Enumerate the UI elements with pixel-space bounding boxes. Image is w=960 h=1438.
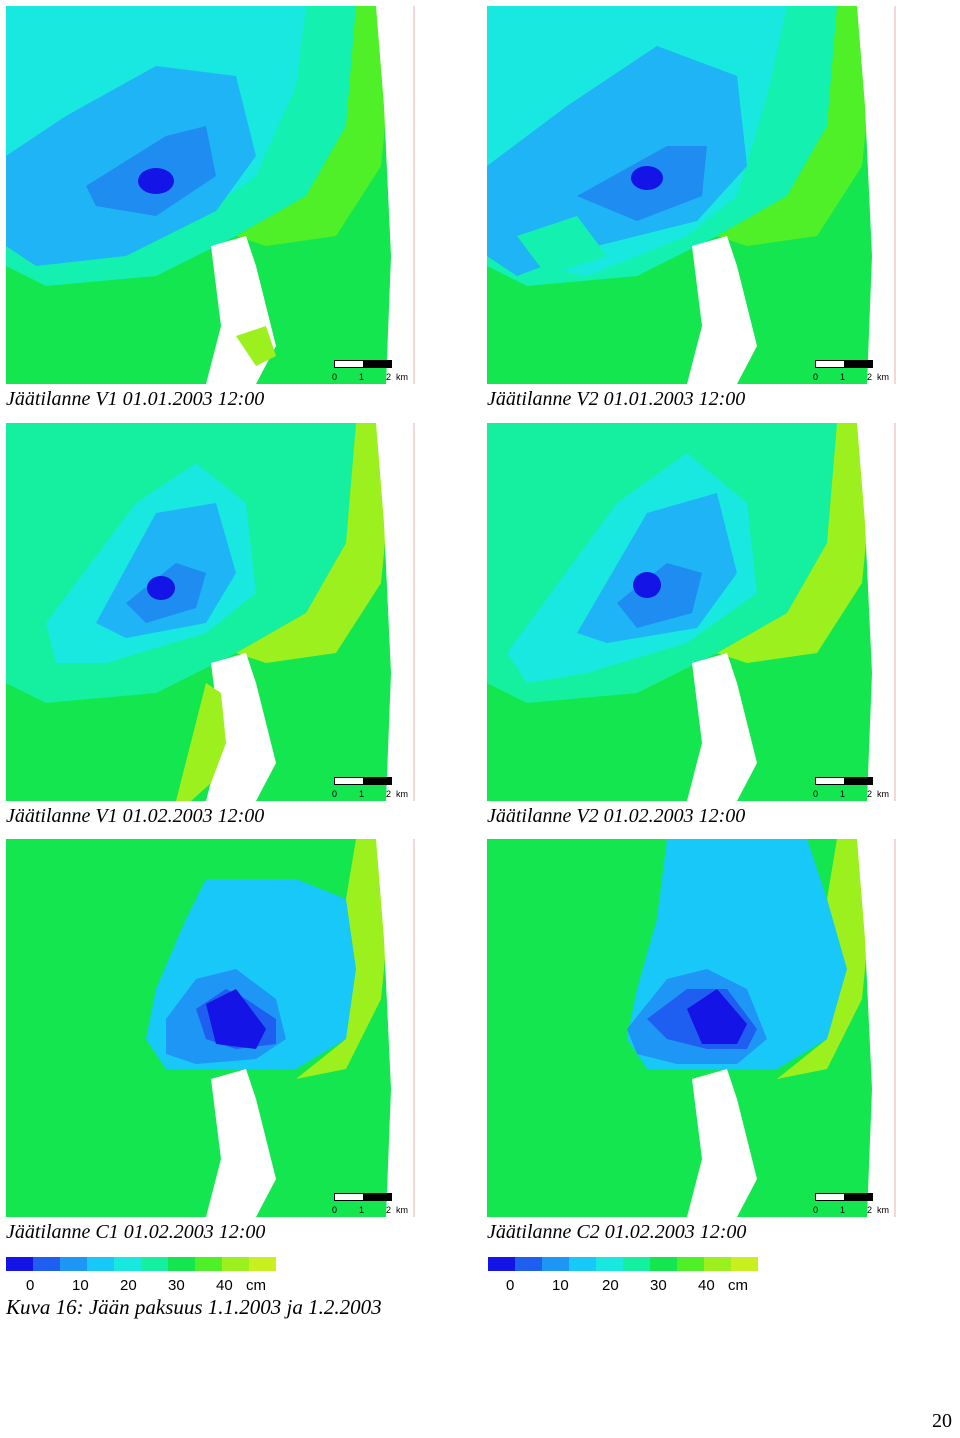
scale-tick: 1: [359, 789, 365, 799]
legend-swatch: [141, 1257, 168, 1271]
scale-bar-graphic: [334, 1193, 392, 1201]
scale-unit: km: [396, 789, 408, 799]
scale-tick: 1: [359, 1205, 365, 1215]
legend-label: 30: [650, 1277, 667, 1294]
legend-swatch: [60, 1257, 87, 1271]
scale-tick: 2: [386, 1205, 392, 1215]
scale-unit: km: [877, 372, 889, 382]
scale-tick: 1: [840, 372, 846, 382]
figure-caption: Kuva 16: Jään paksuus 1.1.2003 ja 1.2.20…: [6, 1295, 382, 1319]
legend-swatches: [488, 1257, 758, 1271]
legend-swatch: [677, 1257, 704, 1271]
scale-tick: 1: [840, 789, 846, 799]
scale-tick: 0: [813, 372, 819, 382]
map-caption: Jäätilanne V2 01.02.2003 12:00: [487, 805, 746, 827]
legend-swatch: [6, 1257, 33, 1271]
legend-swatch: [249, 1257, 276, 1271]
ice-thickness-map: [6, 6, 416, 384]
scale-unit: km: [396, 372, 408, 382]
map-caption: Jäätilanne C2 01.02.2003 12:00: [487, 1221, 747, 1243]
map-caption: Jäätilanne V1 01.01.2003 12:00: [6, 388, 265, 410]
legend-swatch: [650, 1257, 677, 1271]
map-panel-v1-jan: 0 1 2 km Jäätilanne V1 01.01.2003 12:00: [6, 6, 426, 410]
map-panel-c2-feb: 0 1 2 km Jäätilanne C2 01.02.2003 12:00: [487, 839, 907, 1243]
legend-swatch: [623, 1257, 650, 1271]
scale-unit: km: [877, 1205, 889, 1215]
scale-tick: 2: [867, 372, 873, 382]
scale-tick: 0: [813, 1205, 819, 1215]
scale-unit: km: [877, 789, 889, 799]
scale-bar: 0 1 2 km: [813, 360, 903, 384]
map-panel-c1-feb: 0 1 2 km Jäätilanne C1 01.02.2003 12:00: [6, 839, 426, 1243]
legend-label: 10: [552, 1277, 569, 1294]
legend-swatch: [222, 1257, 249, 1271]
color-legend-left: 0 10 20 30 40 cm: [6, 1257, 286, 1301]
scale-tick: 0: [332, 1205, 338, 1215]
legend-swatch: [515, 1257, 542, 1271]
legend-swatch: [569, 1257, 596, 1271]
legend-swatch: [168, 1257, 195, 1271]
legend-swatch: [704, 1257, 731, 1271]
ice-thickness-map: [487, 423, 897, 801]
page-number: 20: [932, 1410, 952, 1432]
scale-bar-graphic: [815, 360, 873, 368]
scale-bar-graphic: [334, 360, 392, 368]
scale-tick: 1: [359, 372, 365, 382]
scale-unit: km: [396, 1205, 408, 1215]
legend-label: 40: [698, 1277, 715, 1294]
map-caption: Jäätilanne V2 01.01.2003 12:00: [487, 388, 746, 410]
map-panel-v1-feb: 0 1 2 km Jäätilanne V1 01.02.2003 12:00: [6, 423, 426, 827]
legend-swatch: [488, 1257, 515, 1271]
scale-tick: 1: [840, 1205, 846, 1215]
legend-swatch: [195, 1257, 222, 1271]
scale-bar: 0 1 2 km: [332, 1193, 422, 1217]
scale-bar-graphic: [334, 777, 392, 785]
scale-tick: 0: [332, 789, 338, 799]
scale-tick: 0: [332, 372, 338, 382]
legend-swatch: [596, 1257, 623, 1271]
scale-bar-graphic: [815, 1193, 873, 1201]
scale-bar: 0 1 2 km: [332, 360, 422, 384]
scale-bar: 0 1 2 km: [332, 777, 422, 801]
scale-bar: 0 1 2 km: [813, 777, 903, 801]
ice-thickness-map: [6, 423, 416, 801]
legend-label: 0: [506, 1277, 515, 1294]
legend-label: 10: [72, 1277, 89, 1294]
legend-swatch: [87, 1257, 114, 1271]
scale-tick: 2: [867, 789, 873, 799]
scale-tick: 0: [813, 789, 819, 799]
map-caption: Jäätilanne V1 01.02.2003 12:00: [6, 805, 265, 827]
legend-swatches: [6, 1257, 276, 1271]
ice-thickness-map: [6, 839, 416, 1217]
legend-label: 30: [168, 1277, 185, 1294]
legend-label: 20: [120, 1277, 137, 1294]
legend-label: 40: [216, 1277, 233, 1294]
legend-label: cm: [246, 1277, 266, 1294]
legend-swatch: [33, 1257, 60, 1271]
color-legend-right: 0 10 20 30 40 cm: [488, 1257, 768, 1301]
ice-thickness-map: [487, 839, 897, 1217]
legend-swatch: [731, 1257, 758, 1271]
scale-bar-graphic: [815, 777, 873, 785]
scale-tick: 2: [386, 372, 392, 382]
legend-swatch: [114, 1257, 141, 1271]
scale-tick: 2: [867, 1205, 873, 1215]
ice-thickness-map: [487, 6, 897, 384]
legend-label: 20: [602, 1277, 619, 1294]
map-panel-v2-jan: 0 1 2 km Jäätilanne V2 01.01.2003 12:00: [487, 6, 907, 410]
legend-swatch: [542, 1257, 569, 1271]
scale-tick: 2: [386, 789, 392, 799]
map-caption: Jäätilanne C1 01.02.2003 12:00: [6, 1221, 266, 1243]
legend-label: cm: [728, 1277, 748, 1294]
scale-bar: 0 1 2 km: [813, 1193, 903, 1217]
legend-label: 0: [26, 1277, 35, 1294]
map-panel-v2-feb: 0 1 2 km Jäätilanne V2 01.02.2003 12:00: [487, 423, 907, 827]
